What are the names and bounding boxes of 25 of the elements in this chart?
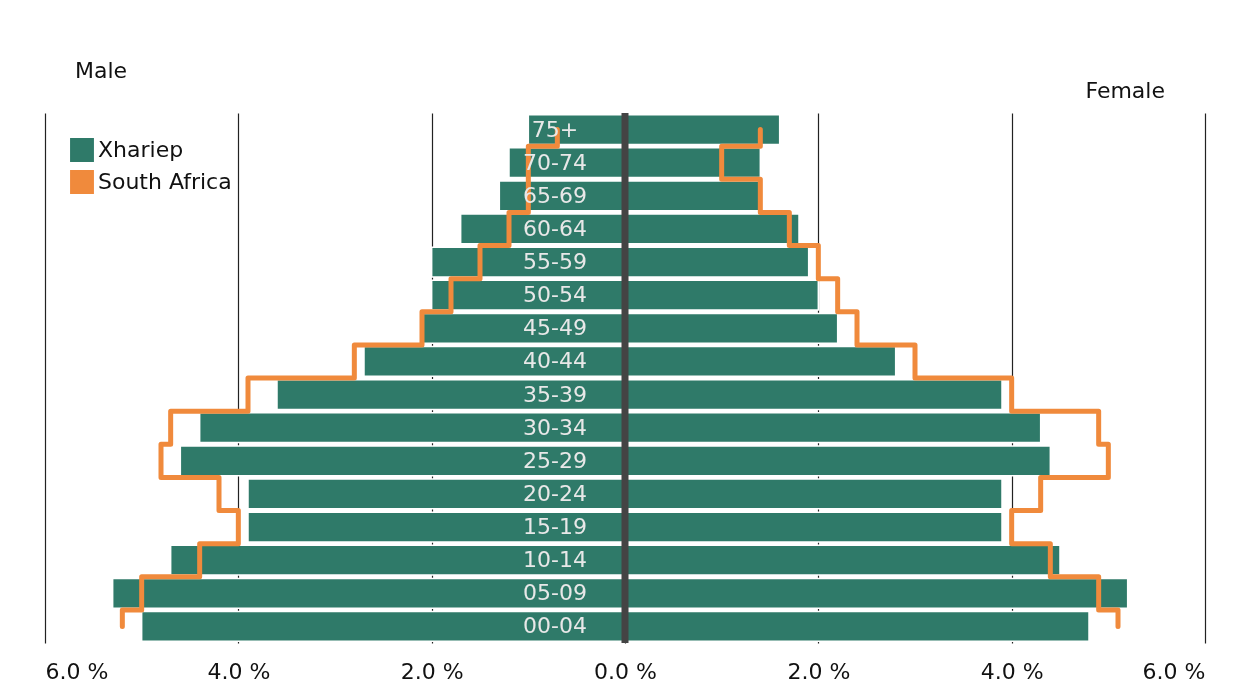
legend-label: South Africa xyxy=(98,169,232,194)
y-tick-label: 45-49 xyxy=(523,315,587,341)
y-tick-label: 60-64 xyxy=(523,215,587,241)
y-tick-label: 55-59 xyxy=(523,249,587,275)
y-tick-label: 30-34 xyxy=(523,414,587,440)
y-tick-label: 50-54 xyxy=(523,282,587,308)
legend-label: Xhariep xyxy=(98,137,184,162)
y-tick-label: 00-04 xyxy=(523,613,587,639)
y-tick-label: 15-19 xyxy=(523,514,587,540)
x-tick-label: 6.0 % xyxy=(45,658,109,681)
x-tick-label: 2.0 % xyxy=(400,658,464,681)
x-tick-label: 6.0 % xyxy=(1142,658,1206,681)
y-tick-label: 05-09 xyxy=(523,580,587,606)
x-tick-label: 4.0 % xyxy=(980,658,1044,681)
text: Male xyxy=(75,58,128,83)
x-tick-label: 2.0 % xyxy=(787,658,851,681)
y-tick-label: 10-14 xyxy=(523,547,587,573)
text: Female xyxy=(1085,78,1165,103)
x-tick-label: 0.0 % xyxy=(594,658,657,681)
y-tick-label: 20-24 xyxy=(523,480,587,506)
y-tick-label: 40-44 xyxy=(523,348,587,374)
x-tick-label: 4.0 % xyxy=(207,658,271,681)
y-tick-label: 25-29 xyxy=(523,447,587,473)
y-tick-label: 75+ xyxy=(531,116,579,142)
y-tick-label: 35-39 xyxy=(523,381,587,407)
